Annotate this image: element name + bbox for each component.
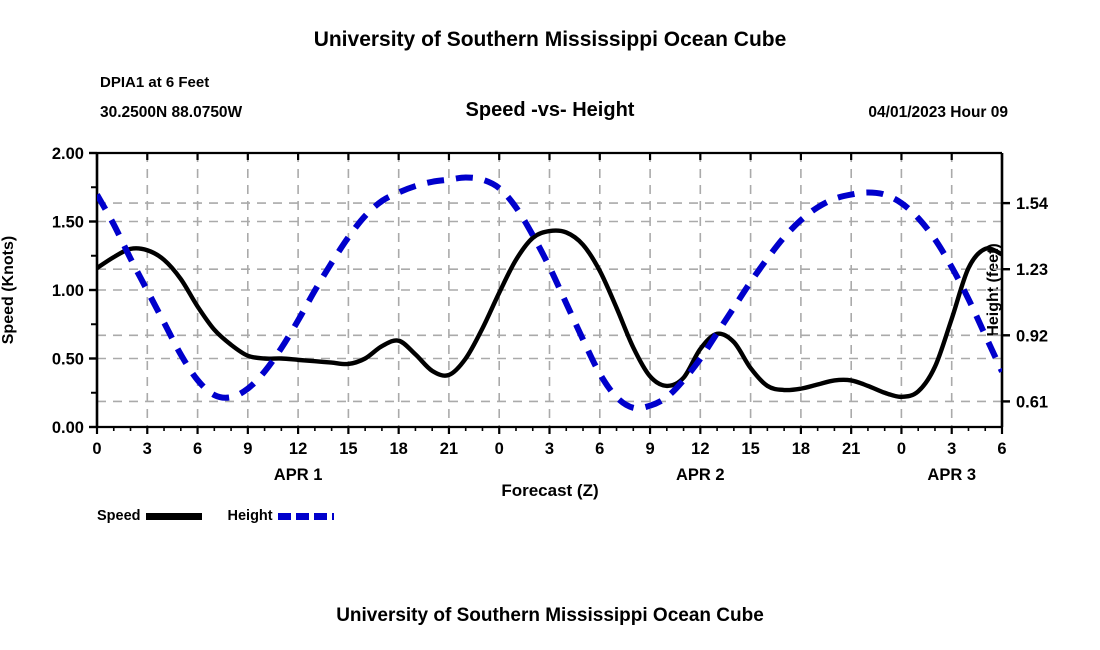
y-axis-left-tick-label: 2.00 <box>52 145 84 163</box>
page-title: University of Southern Mississippi Ocean… <box>313 28 787 51</box>
tick-labels: 0.00 0.50 1.00 1.50 2.00 0.61 0.92 1.23 1.54 0 3 6 9… <box>52 145 1049 484</box>
x-axis-tick-label: 6 <box>997 440 1006 458</box>
x-axis-tick-label: 3 <box>947 440 956 458</box>
chart-legend: Speed Height <box>97 508 352 524</box>
x-axis-tick-label: 21 <box>842 440 860 458</box>
x-axis-tick-label: 9 <box>243 440 252 458</box>
x-axis-day-label: APR 3 <box>927 466 976 484</box>
y-axis-left-tick-label: 0.50 <box>52 351 84 369</box>
x-axis-tick-label: 6 <box>595 440 604 458</box>
x-axis-tick-label: 3 <box>143 440 152 458</box>
x-axis-tick-label: 18 <box>389 440 407 458</box>
series-line-speed <box>97 228 1002 400</box>
legend-label-height: Height <box>227 508 273 524</box>
x-axis-tick-label: 15 <box>741 440 759 458</box>
y-axis-right-tick-label: 0.92 <box>1016 327 1048 345</box>
station-label: DPIA1 at 6 Feet <box>100 74 210 91</box>
y-axis-right-tick-label: 1.23 <box>1016 261 1048 279</box>
legend-swatch-speed-solid-line <box>145 512 202 520</box>
series-line-height <box>97 174 1002 412</box>
x-axis-tick-label: 12 <box>289 440 307 458</box>
x-axis-tick-label: 12 <box>691 440 709 458</box>
x-axis-tick-label: 0 <box>897 440 906 458</box>
x-axis-day-label: APR 2 <box>676 466 725 484</box>
x-axis-tick-label: 0 <box>495 440 504 458</box>
footer-title: University of Southern Mississippi Ocean… <box>336 605 764 626</box>
y-axis-left-tick-label: 1.50 <box>52 214 84 232</box>
grid-lines <box>97 153 1002 427</box>
x-axis-tick-label: 15 <box>339 440 357 458</box>
x-axis-title: Forecast (Z) <box>501 481 599 500</box>
y-axis-right-tick-label: 0.61 <box>1016 393 1048 411</box>
legend-swatch-height-dashed-line <box>277 512 334 520</box>
x-axis-day-label: APR 1 <box>274 466 323 484</box>
x-axis-tick-label: 9 <box>645 440 654 458</box>
x-axis-tick-label: 21 <box>440 440 458 458</box>
legend-label-speed: Speed <box>97 508 141 524</box>
station-coordinates: 30.2500N 88.0750W <box>100 104 243 121</box>
chart-subtitle: Speed -vs- Height <box>465 99 635 121</box>
x-axis-tick-label: 18 <box>792 440 810 458</box>
x-axis-tick-label: 3 <box>545 440 554 458</box>
y-axis-left-tick-label: 1.00 <box>52 282 84 300</box>
legend-entry-speed: Speed <box>97 508 202 524</box>
y-axis-right-tick-label: 1.54 <box>1016 195 1049 213</box>
y-axis-left-tick-label: 0.00 <box>52 419 84 437</box>
x-axis-tick-label: 6 <box>193 440 202 458</box>
x-axis-tick-label: 0 <box>92 440 101 458</box>
model-run-timestamp: 04/01/2023 Hour 09 <box>868 104 1008 121</box>
legend-entry-height: Height <box>228 508 334 524</box>
data-series <box>97 174 1002 412</box>
